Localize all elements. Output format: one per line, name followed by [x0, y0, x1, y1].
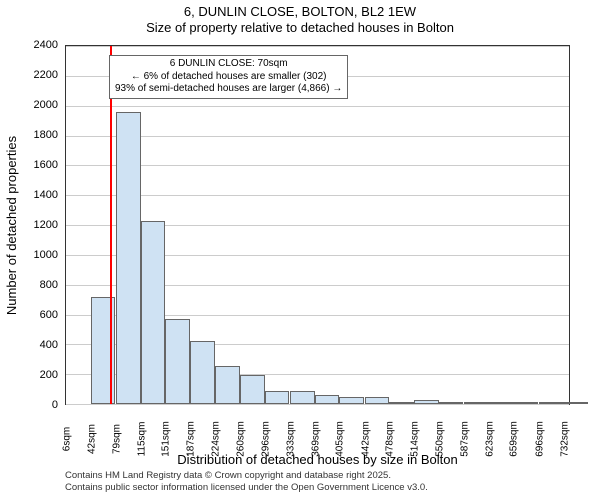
x-axis-label: Distribution of detached houses by size …: [65, 452, 570, 467]
annotation-box: 6 DUNLIN CLOSE: 70sqm ← 6% of detached h…: [109, 55, 348, 99]
x-axis-ticks: 6sqm42sqm79sqm115sqm151sqm187sqm224sqm26…: [65, 405, 570, 455]
chart-title-2: Size of property relative to detached ho…: [0, 20, 600, 35]
y-tick: 2000: [34, 99, 58, 111]
bar: [315, 395, 340, 404]
x-tick: 79sqm: [112, 424, 123, 454]
bar: [414, 400, 439, 404]
y-axis-ticks: 0200400600800100012001400160018002000220…: [0, 45, 62, 405]
bar: [190, 341, 215, 404]
bars-container: [66, 46, 569, 404]
bar: [290, 391, 315, 404]
bar: [389, 402, 414, 404]
y-tick: 1000: [34, 249, 58, 261]
y-tick: 1600: [34, 159, 58, 171]
bar: [141, 221, 166, 404]
annotation-line2: ← 6% of detached houses are smaller (302…: [115, 71, 342, 84]
y-tick: 1200: [34, 219, 58, 231]
footer-line1: Contains HM Land Registry data © Crown c…: [65, 470, 585, 482]
bar: [215, 366, 240, 404]
bar: [365, 397, 390, 404]
y-tick: 200: [40, 369, 58, 381]
bar: [564, 402, 589, 404]
bar: [539, 402, 564, 404]
bar: [439, 402, 464, 404]
y-tick: 1400: [34, 189, 58, 201]
annotation-line1: 6 DUNLIN CLOSE: 70sqm: [115, 58, 342, 71]
reference-line: [110, 46, 112, 404]
bar: [265, 391, 290, 404]
annotation-line3: 93% of semi-detached houses are larger (…: [115, 83, 342, 96]
y-tick: 800: [40, 279, 58, 291]
y-tick: 2400: [34, 39, 58, 51]
footer-text: Contains HM Land Registry data © Crown c…: [65, 470, 585, 494]
bar: [339, 397, 364, 404]
y-tick: 400: [40, 339, 58, 351]
chart-title-1: 6, DUNLIN CLOSE, BOLTON, BL2 1EW: [0, 0, 600, 19]
y-tick: 0: [52, 399, 58, 411]
y-tick: 2200: [34, 69, 58, 81]
y-tick: 600: [40, 309, 58, 321]
y-tick: 1800: [34, 129, 58, 141]
bar: [116, 112, 141, 404]
plot-area: 6 DUNLIN CLOSE: 70sqm ← 6% of detached h…: [65, 45, 570, 405]
x-tick: 6sqm: [62, 427, 73, 451]
bar: [165, 319, 190, 404]
x-tick: 42sqm: [86, 424, 97, 454]
bar: [464, 402, 489, 404]
bar: [489, 402, 514, 404]
bar: [240, 375, 265, 404]
footer-line2: Contains public sector information licen…: [65, 482, 585, 494]
histogram-chart: 6, DUNLIN CLOSE, BOLTON, BL2 1EW Size of…: [0, 0, 600, 500]
bar: [513, 402, 538, 404]
